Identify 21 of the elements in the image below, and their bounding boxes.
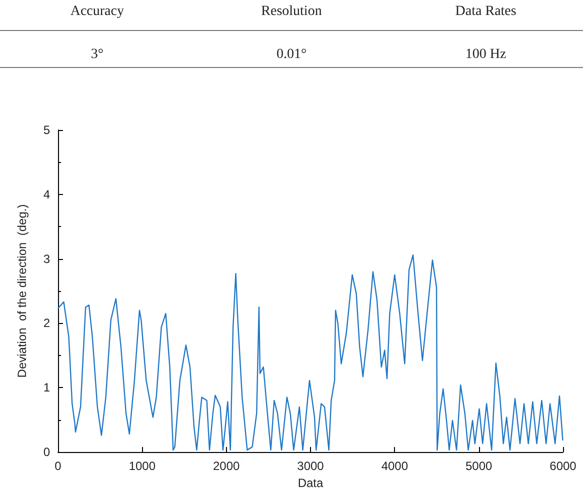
x-tick-label: 5000: [465, 459, 493, 473]
x-tick-label: 2000: [212, 459, 240, 473]
y-tick-label: 2: [43, 316, 50, 330]
x-tick-label: 4000: [381, 459, 408, 473]
text: 3°: [90, 47, 104, 63]
y-tick-label: 5: [43, 123, 50, 137]
text: Data Rates: [454, 4, 518, 20]
x-tick-label: 1000: [128, 459, 156, 473]
text: Resolution: [260, 4, 323, 20]
x-tick-label: 6000: [550, 459, 577, 473]
y-tick-label: 4: [43, 187, 50, 202]
x-tick-label: 0: [54, 459, 62, 473]
text: 0.01°: [275, 47, 308, 63]
y-tick-label: 0: [43, 445, 50, 459]
y-axis-title: Deviation of the direction (deg.): [15, 204, 29, 378]
text: Accuracy: [69, 4, 125, 20]
y-tick-label: 1: [43, 380, 50, 395]
y-tick-label: 3: [43, 252, 50, 266]
x-axis-title: Data: [298, 476, 324, 490]
x-tick-label: 3000: [297, 459, 324, 473]
text: 100 Hz: [464, 47, 508, 63]
